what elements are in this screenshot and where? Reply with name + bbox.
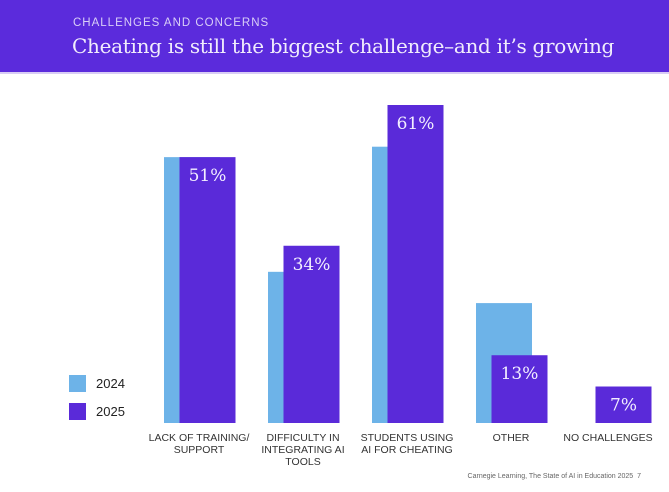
category-label: LACK OF TRAINING/ SUPPORT xyxy=(148,432,250,456)
category-label: STUDENTS USING AI FOR CHEATING xyxy=(360,432,454,456)
legend-swatch-2025 xyxy=(69,403,86,420)
bar-2025-2 xyxy=(387,105,444,423)
page-number: 7 xyxy=(637,473,641,480)
data-label: 34% xyxy=(293,255,331,275)
source-note: Carnegie Learning, The State of AI in Ed… xyxy=(468,473,641,480)
bar-2025-4 xyxy=(595,386,652,423)
section-kicker: CHALLENGES AND CONCERNS xyxy=(73,17,270,29)
data-label: 51% xyxy=(189,166,227,186)
legend-label-2025: 2025 xyxy=(96,404,125,419)
data-label: 7% xyxy=(610,396,637,416)
legend-item-2025: 2025 xyxy=(69,403,125,420)
category-label: OTHER xyxy=(492,432,530,444)
legend-label-2024: 2024 xyxy=(96,376,125,391)
legend-swatch-2024 xyxy=(69,375,86,392)
source-text: Carnegie Learning, The State of AI in Ed… xyxy=(467,473,634,480)
bar-2025-3 xyxy=(491,355,548,423)
data-label: 61% xyxy=(397,114,435,134)
bar-2025-0 xyxy=(179,157,236,423)
data-label: 13% xyxy=(501,364,539,384)
header-divider xyxy=(0,72,669,74)
category-label: NO CHALLENGES xyxy=(563,432,653,444)
page-title: Cheating is still the biggest challenge–… xyxy=(72,34,615,58)
header-banner: CHALLENGES AND CONCERNS Cheating is stil… xyxy=(0,0,669,72)
category-label: DIFFICULTY IN INTEGRATING AI TOOLS xyxy=(261,432,345,468)
bar-2025-1 xyxy=(283,245,340,423)
legend-item-2024: 2024 xyxy=(69,375,125,392)
